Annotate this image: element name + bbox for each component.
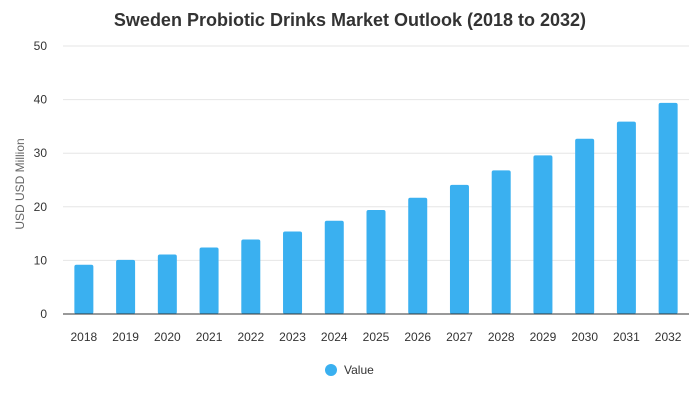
y-tick-label: 20 <box>34 200 48 214</box>
y-tick-label: 50 <box>34 39 48 53</box>
bar-2029[interactable] <box>533 155 553 314</box>
x-tick-label: 2024 <box>321 330 348 344</box>
x-tick-label: 2022 <box>237 330 264 344</box>
bar-2024[interactable] <box>324 220 344 314</box>
bar-2028[interactable] <box>491 170 511 314</box>
bar-2022[interactable] <box>241 239 261 314</box>
x-tick-label: 2020 <box>154 330 181 344</box>
y-tick-label: 30 <box>34 146 48 160</box>
bar-2026[interactable] <box>408 197 428 314</box>
y-tick-label: 0 <box>40 307 47 321</box>
chart-title: Sweden Probiotic Drinks Market Outlook (… <box>114 10 586 30</box>
x-tick-label: 2026 <box>404 330 431 344</box>
x-axis-ticks: 2018 2019 2020 2021 2022 2023 2024 2025 2026 2027… <box>71 330 682 344</box>
x-tick-label: 2029 <box>530 330 557 344</box>
x-tick-label: 2031 <box>613 330 640 344</box>
x-tick-label: 2027 <box>446 330 473 344</box>
bar-2031[interactable] <box>616 121 636 315</box>
bar-2021[interactable] <box>199 247 219 314</box>
bars <box>74 102 678 315</box>
x-tick-label: 2019 <box>112 330 139 344</box>
y-axis-ticks: 0 10 20 30 40 50 <box>34 39 48 321</box>
x-tick-label: 2028 <box>488 330 515 344</box>
bar-2032[interactable] <box>658 102 678 314</box>
legend-label-value[interactable]: Value <box>344 363 374 377</box>
bar-2030[interactable] <box>575 138 595 314</box>
y-tick-label: 40 <box>34 93 48 107</box>
x-tick-label: 2025 <box>363 330 390 344</box>
y-axis-title: USD USD Million <box>13 138 27 229</box>
x-tick-label: 2018 <box>71 330 98 344</box>
bar-2020[interactable] <box>157 254 177 314</box>
x-tick-label: 2032 <box>655 330 682 344</box>
bar-2019[interactable] <box>116 259 136 314</box>
x-tick-label: 2021 <box>196 330 223 344</box>
legend-marker-value[interactable] <box>325 364 337 376</box>
bar-2018[interactable] <box>74 264 94 314</box>
bar-2027[interactable] <box>449 184 469 314</box>
x-tick-label: 2023 <box>279 330 306 344</box>
bar-2023[interactable] <box>283 231 303 314</box>
x-tick-label: 2030 <box>571 330 598 344</box>
bar-2025[interactable] <box>366 210 386 314</box>
y-tick-label: 10 <box>34 253 48 267</box>
legend[interactable]: Value <box>325 363 374 377</box>
